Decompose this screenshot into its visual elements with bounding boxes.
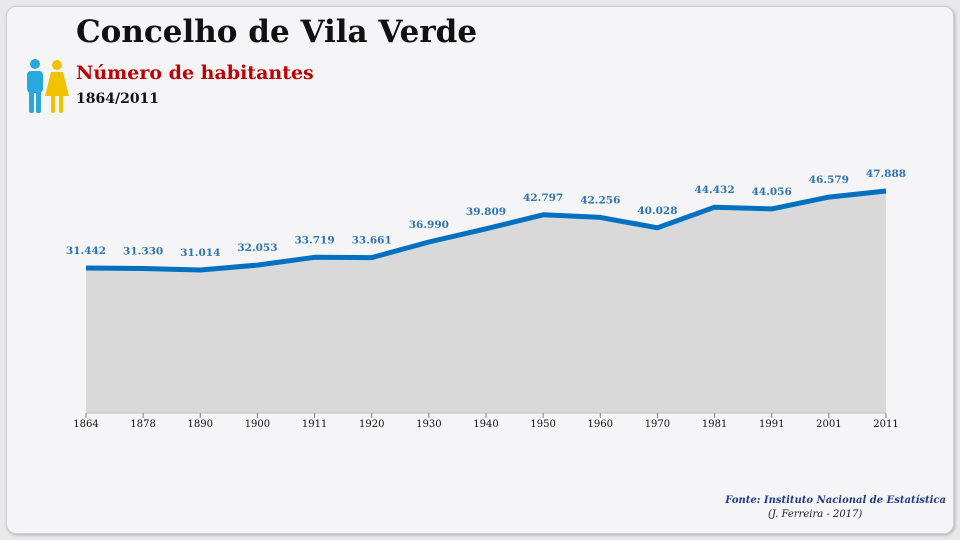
x-tick-label: 1900	[245, 419, 270, 430]
data-label: 33.661	[352, 235, 392, 247]
data-label: 44.432	[694, 184, 734, 196]
population-area	[86, 191, 886, 413]
x-tick-label: 1940	[473, 419, 498, 430]
x-tick-label: 1950	[530, 419, 555, 430]
data-label: 39.809	[466, 206, 506, 218]
man-woman-icon	[27, 59, 69, 113]
data-label: 33.719	[294, 234, 334, 246]
chart-subtitle: Número de habitantes	[76, 62, 314, 84]
data-label: 36.990	[409, 219, 449, 231]
data-label: 31.014	[180, 247, 220, 259]
data-label: 31.442	[66, 245, 106, 257]
x-tick-label: 2001	[816, 419, 841, 430]
x-tick-label: 1911	[302, 419, 327, 430]
data-label: 42.256	[580, 194, 620, 206]
chart-title: Concelho de Vila Verde	[76, 14, 478, 50]
man-icon	[27, 59, 43, 113]
source-note: Fonte: Instituto Nacional de Estatística	[725, 495, 946, 506]
population-line	[85, 188, 887, 273]
chart-period: 1864/2011	[76, 91, 160, 107]
data-label: 46.579	[809, 174, 849, 186]
data-label: 31.330	[123, 246, 163, 258]
data-label: 40.028	[637, 205, 677, 217]
x-tick-label: 1864	[73, 419, 98, 430]
data-label: 42.797	[523, 192, 563, 204]
x-tick-label: 2011	[873, 419, 898, 430]
x-tick-label: 1930	[416, 419, 441, 430]
data-label: 44.056	[752, 186, 792, 198]
x-tick-label: 1960	[588, 419, 613, 430]
woman-icon	[45, 60, 69, 113]
x-tick-label: 1991	[759, 419, 784, 430]
author-note: (J. Ferreira - 2017)	[768, 509, 863, 520]
x-tick-label: 1920	[359, 419, 384, 430]
x-tick-label: 1970	[645, 419, 670, 430]
x-tick-label: 1981	[702, 419, 727, 430]
data-label: 32.053	[237, 242, 277, 254]
data-label: 47.888	[866, 168, 906, 180]
x-tick-label: 1890	[188, 419, 213, 430]
x-tick-label: 1878	[130, 419, 155, 430]
